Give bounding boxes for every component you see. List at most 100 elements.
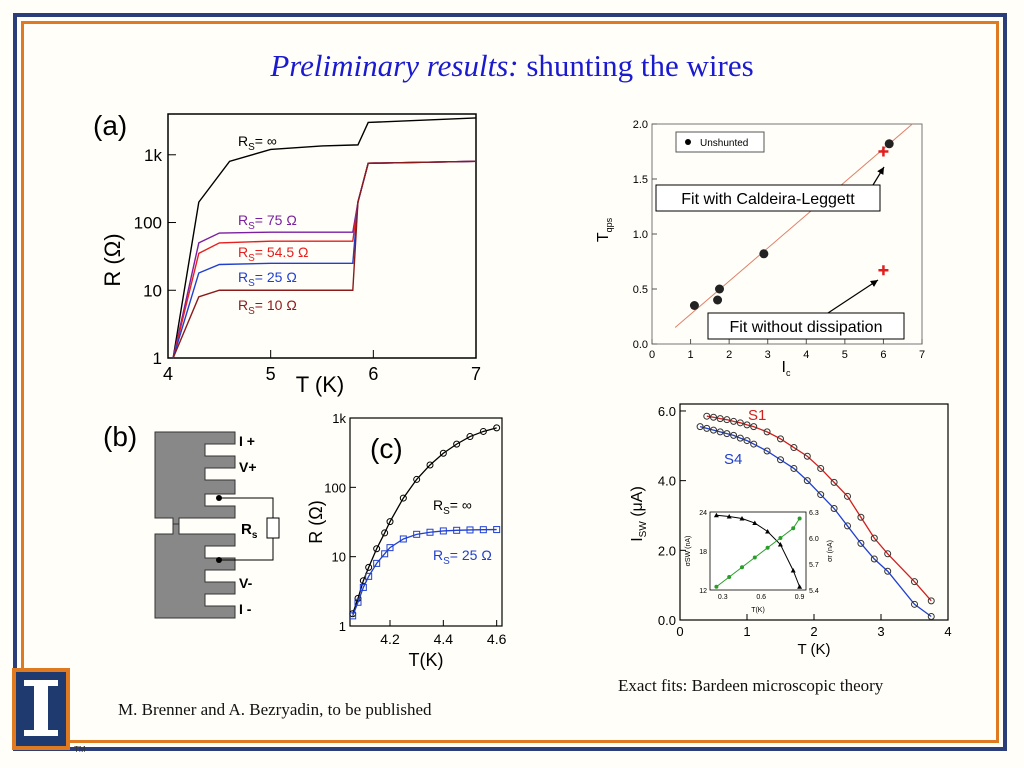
caption-right: Exact fits: Bardeen microscopic theory xyxy=(618,676,884,695)
d-xtick-label: 1 xyxy=(688,349,694,361)
title-plain: shunting the wires xyxy=(518,48,754,83)
panel-d-legend xyxy=(675,131,765,153)
a-ytick-label: 1k xyxy=(144,146,162,165)
e-point-S4 xyxy=(763,447,771,455)
shunt-wire xyxy=(219,497,274,518)
e-point-S4 xyxy=(723,430,731,438)
panel-d-axes xyxy=(651,123,923,345)
c-point-inf xyxy=(386,518,394,526)
inset-point-r xyxy=(765,545,770,550)
d-xtick-label: 2 xyxy=(726,349,732,361)
c-ytick-label: 1k xyxy=(332,411,346,426)
panel-b-label: (b) xyxy=(103,421,137,452)
inset-point-sw xyxy=(777,542,783,547)
inset-x-tick: 0.9 xyxy=(795,594,805,601)
panel-d-series xyxy=(674,123,913,328)
e-point-S4 xyxy=(884,567,892,575)
c-point-25 xyxy=(399,535,407,543)
d-xtick-label: 3 xyxy=(765,349,771,361)
label-rs-75: RS= 75 Ω xyxy=(238,212,297,232)
c-ytick-label: 100 xyxy=(324,480,346,495)
panel-a-lines xyxy=(172,117,477,359)
e-point-S1 xyxy=(730,417,738,425)
c-point-25 xyxy=(354,598,362,606)
d-xtick-label: 4 xyxy=(803,349,809,361)
inset-right-tick: 6.3 xyxy=(809,510,819,517)
panel-d-xlabel: Ic xyxy=(782,359,791,378)
d-ytick-label: 2.0 xyxy=(633,119,648,131)
e-ytick-label: 6.0 xyxy=(658,404,676,419)
c-xtick-label: 4.6 xyxy=(487,631,507,647)
e-ytick-label: 4.0 xyxy=(658,474,676,489)
legend-text: Unshunted xyxy=(700,138,748,149)
e-point-S4 xyxy=(803,477,811,485)
e-point-S4 xyxy=(696,423,704,431)
c-point-inf xyxy=(381,529,389,537)
label-v-minus: V- xyxy=(239,575,253,591)
inset-point-sw xyxy=(797,584,803,589)
panel-c-ylabel: R (Ω) xyxy=(308,500,326,543)
e-point-S1 xyxy=(777,435,784,443)
d-ytick-label: 1.0 xyxy=(633,229,648,241)
a-series-line-3 xyxy=(172,160,477,359)
c-point-25 xyxy=(479,526,487,534)
inset-point-sw xyxy=(726,514,732,519)
e-point-S4 xyxy=(743,437,751,445)
a-xtick-label: 5 xyxy=(266,364,276,384)
d-fit-marker-2 xyxy=(878,265,889,276)
a-series-line-2 xyxy=(172,160,477,359)
panel-e-ylabel: ISW (μA) xyxy=(629,486,649,542)
e-xtick-label: 1 xyxy=(743,624,750,639)
inset-right-tick: 5.4 xyxy=(809,588,819,595)
c-point-25 xyxy=(426,528,434,536)
inset-point-r xyxy=(727,575,732,579)
inset-right-tick: 5.7 xyxy=(809,562,819,569)
e-point-S1 xyxy=(790,444,798,452)
inset-point-r xyxy=(778,536,783,540)
a-ytick-label: 100 xyxy=(134,214,162,233)
d-data-point xyxy=(713,295,723,305)
e-xtick-label: 3 xyxy=(877,624,884,639)
c-point-25 xyxy=(349,612,357,620)
panel-c-ticks: 1 10 100 1k 4.2 4.4 4.6 xyxy=(324,411,506,647)
c-point-25 xyxy=(386,544,394,552)
shunt-wire-bottom xyxy=(219,538,274,561)
e-series-line-0 xyxy=(706,415,932,602)
inset-point-sw xyxy=(765,529,771,534)
c-point-inf xyxy=(439,449,447,457)
label-rs-inf: RS= ∞ xyxy=(238,133,277,153)
c-point-inf xyxy=(399,494,407,502)
slide-title: Preliminary results: shunting the wires xyxy=(0,48,1024,84)
box-no-dissipation-text: Fit without dissipation xyxy=(730,319,883,336)
label-i-plus: I + xyxy=(239,433,255,449)
inset-line-1 xyxy=(716,518,801,588)
e-point-S1 xyxy=(857,513,865,521)
e-point-S4 xyxy=(844,522,851,530)
inset-point-sw xyxy=(790,568,796,573)
d-data-point xyxy=(759,249,769,259)
box-caldeira xyxy=(655,184,881,212)
e-point-S1 xyxy=(736,419,744,427)
e-point-S1 xyxy=(911,578,918,586)
logo-tm: TM xyxy=(74,745,86,754)
e-point-S4 xyxy=(750,440,758,448)
e-point-S1 xyxy=(716,415,724,423)
shunt-resistor xyxy=(266,517,280,539)
panel-a-ylabel: R (Ω) xyxy=(100,233,125,286)
e-ytick-label: 2.0 xyxy=(658,543,676,558)
c-point-inf xyxy=(466,433,474,441)
e-point-S1 xyxy=(870,534,878,542)
c-ytick-label: 1 xyxy=(339,619,346,634)
inset-point-r xyxy=(791,526,796,531)
d-xtick-label: 0 xyxy=(649,349,655,361)
e-point-S4 xyxy=(870,555,878,563)
d-fit-line xyxy=(674,123,913,328)
panel-d-chart: 0.0 0.5 1.0 1.5 2.0 0 1 2 3 4 5 6 7 Tqps Ic Unshunte… xyxy=(595,119,925,378)
arrow-2 xyxy=(827,279,879,314)
a-xtick-label: 4 xyxy=(163,364,173,384)
panel-a-chart: (a) 1 10 100 1k 4 5 6 7 R (Ω) T (K) RS= ∞ RS= 7… xyxy=(93,110,481,397)
e-point-S4 xyxy=(927,613,935,621)
a-ytick-label: 10 xyxy=(143,281,162,300)
c-point-25 xyxy=(493,526,501,534)
c-point-25 xyxy=(373,559,381,567)
